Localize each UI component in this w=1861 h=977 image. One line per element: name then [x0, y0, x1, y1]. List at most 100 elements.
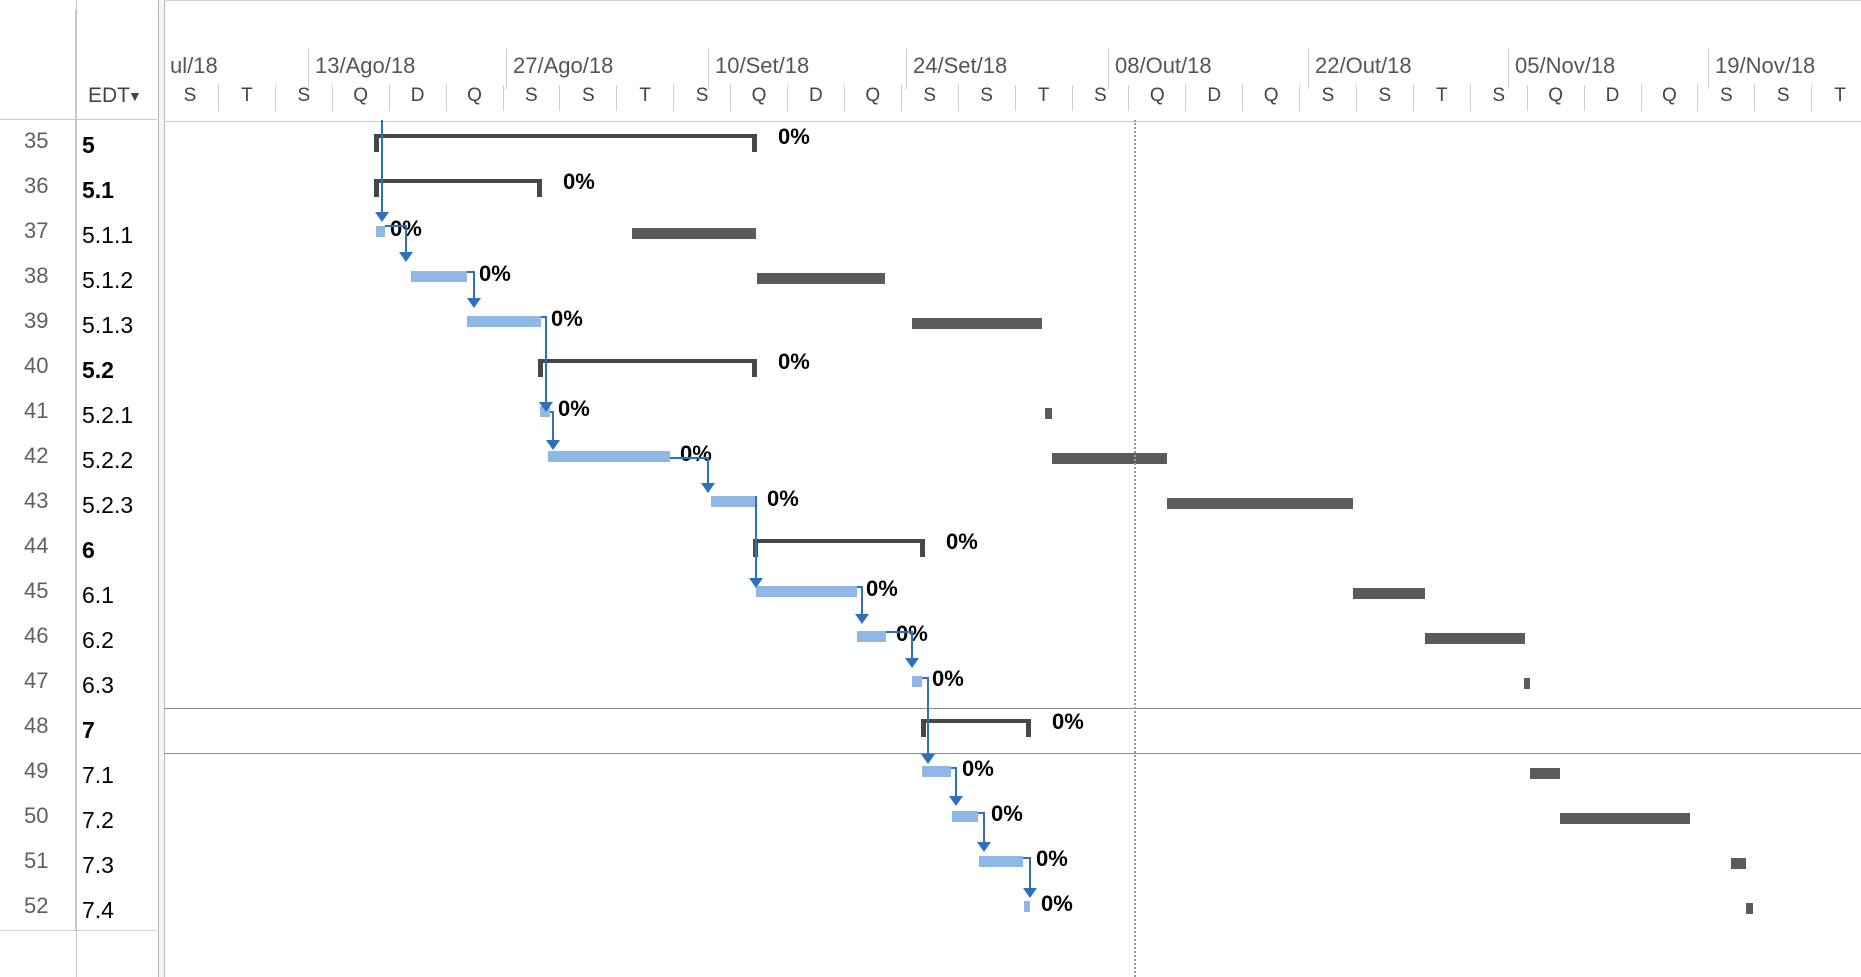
row-number-cell[interactable]: 39: [0, 300, 76, 345]
day-label: S: [1094, 85, 1107, 106]
edt-cell[interactable]: 5.1: [76, 165, 157, 210]
edt-value: 5: [82, 132, 95, 158]
table-row[interactable]: 52 7.4: [0, 885, 157, 931]
task-bar[interactable]: [952, 811, 978, 822]
baseline-bar: [757, 273, 885, 284]
row-number-cell[interactable]: 36: [0, 165, 76, 210]
task-bar[interactable]: [548, 451, 670, 462]
edt-value: 5.2.1: [82, 402, 134, 428]
summary-bar[interactable]: [538, 359, 757, 377]
task-bar[interactable]: [922, 766, 951, 777]
edt-value: 5.1: [82, 177, 114, 203]
edt-cell[interactable]: 5.1.2: [76, 255, 157, 300]
day-tick: [1299, 85, 1301, 111]
timescale-period: ul/18: [164, 49, 308, 89]
edt-cell[interactable]: 5.1.3: [76, 300, 157, 345]
table-row[interactable]: 35 5: [0, 120, 157, 166]
table-row[interactable]: 51 7.3: [0, 840, 157, 886]
table-row[interactable]: 47 6.3: [0, 660, 157, 706]
row-number-cell[interactable]: 35: [0, 120, 76, 165]
day-tick: [1811, 85, 1813, 111]
chevron-down-icon[interactable]: ▼: [128, 88, 142, 104]
row-number-cell[interactable]: 42: [0, 435, 76, 480]
edt-cell[interactable]: 7.1: [76, 750, 157, 795]
table-row[interactable]: 36 5.1: [0, 165, 157, 211]
table-row[interactable]: 43 5.2.3: [0, 480, 157, 526]
row-number-cell[interactable]: 41: [0, 390, 76, 435]
day-label: S: [1321, 85, 1335, 106]
edt-cell[interactable]: 5.1.1: [76, 210, 157, 255]
edt-value: 5.2.3: [82, 492, 134, 518]
table-row[interactable]: 49 7.1: [0, 750, 157, 796]
edt-cell[interactable]: 5.2.1: [76, 390, 157, 435]
progress-label: 0%: [932, 666, 964, 691]
timescale-period: 27/Ago/18: [506, 49, 709, 89]
task-bar[interactable]: [1024, 901, 1030, 912]
row-number-cell[interactable]: 43: [0, 480, 76, 525]
table-row[interactable]: 45 6.1: [0, 570, 157, 616]
row-number: 51: [24, 848, 49, 873]
task-bar[interactable]: [912, 676, 922, 687]
row-number-cell[interactable]: 44: [0, 525, 76, 570]
table-row[interactable]: 40 5.2: [0, 345, 157, 391]
row-number-cell[interactable]: 46: [0, 615, 76, 660]
summary-bar[interactable]: [921, 719, 1031, 737]
edt-cell[interactable]: 5.2: [76, 345, 157, 390]
row-number-cell[interactable]: 37: [0, 210, 76, 255]
pane-splitter[interactable]: [158, 0, 165, 977]
row-number-cell[interactable]: 38: [0, 255, 76, 300]
day-label: T: [1037, 85, 1050, 106]
task-bar[interactable]: [411, 271, 467, 282]
edt-cell[interactable]: 5: [76, 120, 157, 165]
progress-label: 0%: [962, 756, 994, 781]
edt-cell[interactable]: 5.2.3: [76, 480, 157, 525]
row-number-header[interactable]: [0, 10, 76, 120]
row-number-cell[interactable]: 51: [0, 840, 76, 885]
arrow-head-icon: [921, 754, 935, 764]
row-number-cell[interactable]: 45: [0, 570, 76, 615]
table-row[interactable]: 41 5.2.1: [0, 390, 157, 436]
table-row[interactable]: 37 5.1.1: [0, 210, 157, 256]
day-label: S: [1719, 85, 1733, 106]
edt-cell[interactable]: 6.3: [76, 660, 157, 705]
task-bar[interactable]: [467, 316, 541, 327]
task-bar[interactable]: [376, 226, 385, 237]
row-number-cell[interactable]: 50: [0, 795, 76, 840]
edt-cell[interactable]: 6.1: [76, 570, 157, 615]
table-row[interactable]: 38 5.1.2: [0, 255, 157, 301]
period-label: ul/18: [170, 53, 218, 78]
edt-cell[interactable]: 6.2: [76, 615, 157, 660]
task-bar[interactable]: [711, 496, 756, 507]
baseline-bar: [912, 318, 1042, 329]
task-bar[interactable]: [540, 406, 550, 417]
progress-label: 0%: [946, 529, 978, 554]
task-bar[interactable]: [857, 631, 886, 642]
edt-cell[interactable]: 5.2.2: [76, 435, 157, 480]
day-label: S: [581, 85, 595, 106]
task-bar[interactable]: [756, 586, 857, 597]
edt-cell[interactable]: 7.3: [76, 840, 157, 885]
table-row[interactable]: 46 6.2: [0, 615, 157, 661]
timescale-period: 13/Ago/18: [308, 49, 507, 89]
row-number-cell[interactable]: 40: [0, 345, 76, 390]
summary-bar[interactable]: [374, 179, 542, 197]
period-label: 10/Set/18: [715, 53, 810, 78]
edt-cell[interactable]: 7.4: [76, 885, 157, 930]
row-number-cell[interactable]: 52: [0, 885, 76, 930]
table-row[interactable]: 50 7.2: [0, 795, 157, 841]
arrow-head-icon: [375, 212, 389, 222]
row-number-cell[interactable]: 49: [0, 750, 76, 795]
task-bar[interactable]: [979, 856, 1023, 867]
table-row[interactable]: 48 7: [0, 705, 157, 751]
edt-column-header[interactable]: EDT ▼: [76, 10, 157, 120]
edt-cell[interactable]: 6: [76, 525, 157, 570]
summary-bar[interactable]: [374, 134, 757, 152]
day-label: S: [1776, 85, 1790, 106]
dependency-link: [541, 316, 547, 404]
progress-label: 0%: [1052, 709, 1084, 734]
edt-cell[interactable]: 7: [76, 705, 157, 750]
edt-cell[interactable]: 7.2: [76, 795, 157, 840]
row-number-cell[interactable]: 48: [0, 705, 76, 750]
progress-label: 0%: [558, 396, 590, 421]
row-number-cell[interactable]: 47: [0, 660, 76, 705]
